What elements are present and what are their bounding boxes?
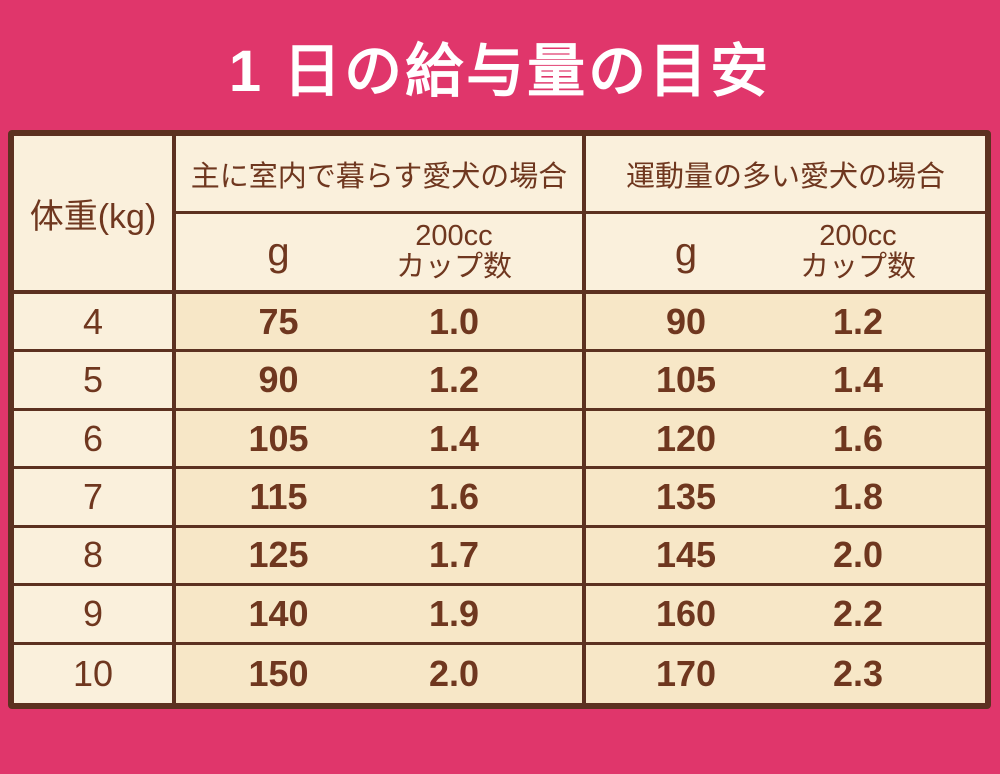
indoor-grams-unit-header: g <box>176 214 381 294</box>
indoor-cup-value: 2.0 <box>381 644 586 703</box>
indoor-grams-value: 75 <box>176 294 381 353</box>
indoor-grams-value: 125 <box>176 527 381 587</box>
indoor-cup-value: 1.2 <box>381 352 586 411</box>
active-grams-value: 160 <box>586 586 786 645</box>
indoor-cup-value: 1.0 <box>381 294 586 353</box>
weight-column-header: 体重(kg) <box>14 136 176 294</box>
indoor-cup-value: 1.4 <box>381 410 586 470</box>
indoor-grams-value: 105 <box>176 410 381 470</box>
indoor-grams-value: 140 <box>176 586 381 645</box>
active-cup-value: 1.8 <box>786 469 985 528</box>
feeding-guide-table: 体重(kg) 主に室内で暮らす愛犬の場合 運動量の多い愛犬の場合 g 200cc… <box>8 130 991 709</box>
active-cup-unit-line2: カップ数 <box>799 251 916 283</box>
page-title: 1 日の給与量の目安 <box>228 39 772 104</box>
active-grams-value: 105 <box>586 352 786 411</box>
active-grams-value: 145 <box>586 527 786 587</box>
active-grams-value: 90 <box>586 294 786 353</box>
active-grams-value: 120 <box>586 410 786 470</box>
active-cup-unit-header: 200cc カップ数 <box>786 214 985 294</box>
active-group-header: 運動量の多い愛犬の場合 <box>586 136 985 214</box>
indoor-grams-value: 90 <box>176 352 381 411</box>
active-cup-value: 1.4 <box>786 352 985 411</box>
active-grams-value: 135 <box>586 469 786 528</box>
indoor-cup-unit-line2: カップ数 <box>395 251 512 283</box>
weight-value: 10 <box>14 644 176 703</box>
active-cup-value: 2.3 <box>786 644 985 703</box>
weight-value: 8 <box>14 527 176 587</box>
active-grams-unit-header: g <box>586 214 786 294</box>
active-grams-value: 170 <box>586 644 786 703</box>
weight-value: 7 <box>14 469 176 528</box>
active-cup-value: 1.2 <box>786 294 985 353</box>
weight-value: 6 <box>14 410 176 470</box>
indoor-cup-value: 1.9 <box>381 586 586 645</box>
indoor-cup-value: 1.7 <box>381 527 586 587</box>
indoor-grams-value: 150 <box>176 644 381 703</box>
active-cup-value: 1.6 <box>786 410 985 470</box>
weight-value: 5 <box>14 352 176 411</box>
weight-value: 4 <box>14 294 176 353</box>
indoor-cup-unit-line1: 200cc <box>415 219 493 252</box>
indoor-cup-unit-header: 200cc カップ数 <box>381 214 586 294</box>
active-cup-value: 2.2 <box>786 586 985 645</box>
indoor-group-header: 主に室内で暮らす愛犬の場合 <box>176 136 586 214</box>
indoor-grams-value: 115 <box>176 469 381 528</box>
weight-value: 9 <box>14 586 176 645</box>
indoor-cup-value: 1.6 <box>381 469 586 528</box>
active-cup-value: 2.0 <box>786 527 985 587</box>
active-cup-unit-line1: 200cc <box>819 219 897 252</box>
